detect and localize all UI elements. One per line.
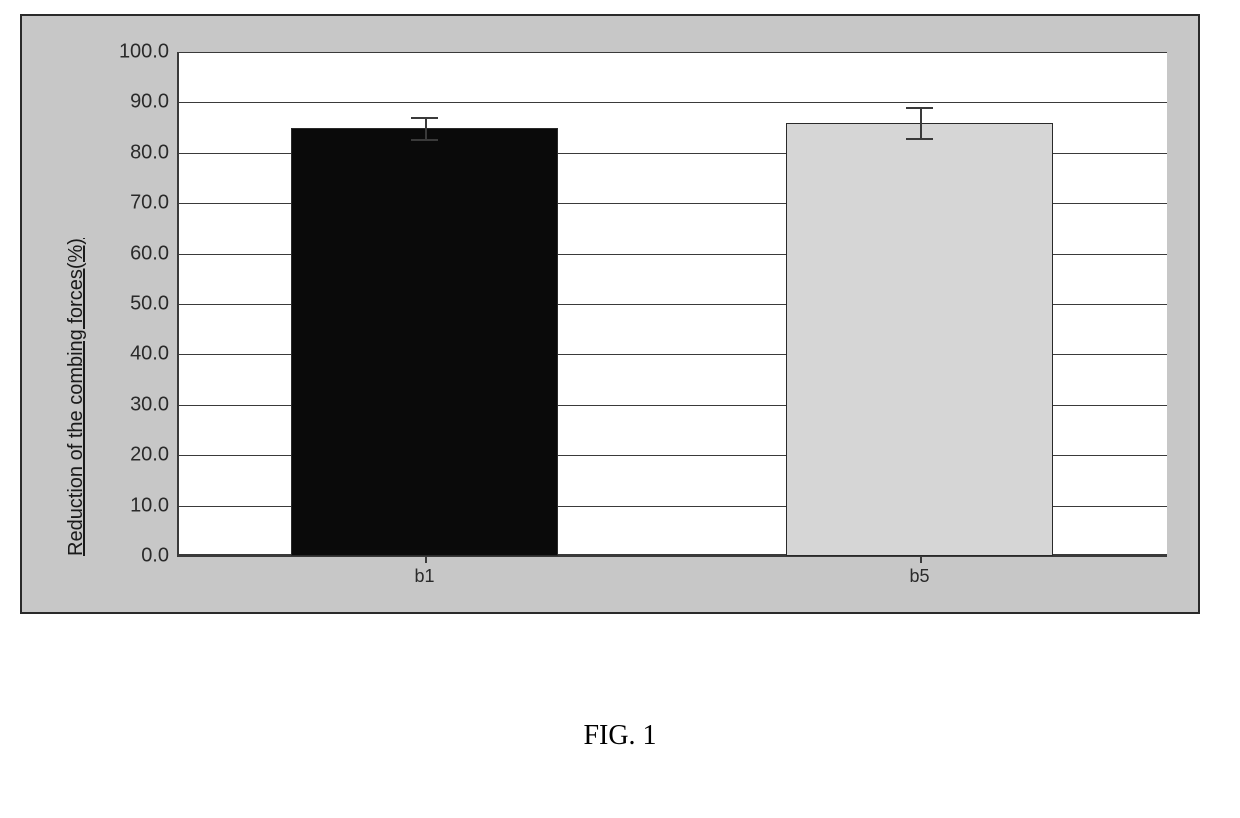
- page: Reduction of the combing forces(%) 0.0 10…: [0, 0, 1240, 818]
- y-tick-label: 80.0: [99, 141, 169, 164]
- y-tick-label: 20.0: [99, 444, 169, 467]
- figure-caption: FIG. 1: [0, 720, 1240, 752]
- y-axis-label: Reduction of the combing forces(%): [65, 238, 88, 556]
- y-tick-label: 40.0: [99, 343, 169, 366]
- chart-frame: Reduction of the combing forces(%) 0.0 10…: [20, 14, 1200, 614]
- bar: [291, 128, 558, 556]
- y-tick-label: 50.0: [99, 293, 169, 316]
- error-bar-cap: [906, 138, 933, 140]
- y-tick-label: 70.0: [99, 192, 169, 215]
- gridline: [177, 102, 1167, 103]
- bar: [786, 123, 1053, 556]
- x-tick-label: b5: [909, 566, 929, 587]
- y-tick-label: 60.0: [99, 242, 169, 265]
- x-tick-mark: [920, 556, 922, 563]
- error-bar: [920, 107, 922, 137]
- y-axis-line: [177, 52, 179, 556]
- error-bar-cap: [411, 117, 438, 119]
- error-bar-cap: [411, 139, 438, 141]
- error-bar-cap: [906, 107, 933, 109]
- y-tick-label: 90.0: [99, 91, 169, 114]
- error-bar: [425, 117, 427, 139]
- gridline: [177, 556, 1167, 557]
- y-tick-label: 10.0: [99, 494, 169, 517]
- y-tick-label: 30.0: [99, 393, 169, 416]
- plot-area: [177, 52, 1167, 556]
- gridline: [177, 52, 1167, 53]
- x-tick-mark: [425, 556, 427, 563]
- y-tick-label: 100.0: [99, 41, 169, 64]
- x-tick-label: b1: [414, 566, 434, 587]
- y-tick-label: 0.0: [99, 545, 169, 568]
